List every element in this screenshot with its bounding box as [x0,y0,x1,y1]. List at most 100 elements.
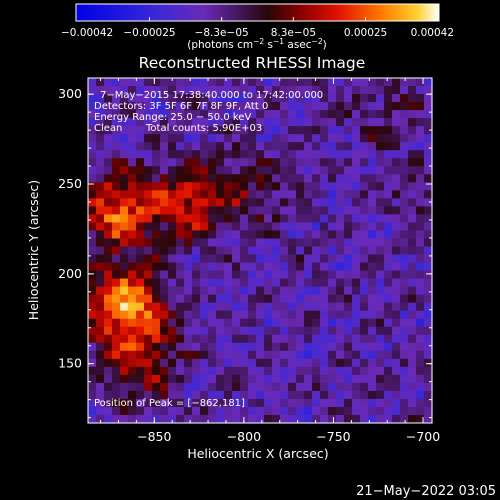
heatmap-cell [144,382,153,392]
heatmap-cell [224,358,233,368]
heatmap-cell [312,214,321,224]
heatmap-cell [272,246,281,256]
heatmap-cell [104,318,113,328]
heatmap-cell [416,310,425,320]
heatmap-cell [120,118,129,127]
heatmap-cell [128,278,137,288]
heatmap-cell [296,294,305,304]
heatmap-cell [176,278,185,288]
heatmap-cell [400,214,409,224]
heatmap-cell [88,214,97,224]
heatmap-cell [240,182,249,191]
heatmap-cell [192,94,201,103]
heatmap-cell [312,110,321,119]
heatmap-cell [152,326,161,336]
heatmap-cell [280,270,289,280]
heatmap-cell [384,166,393,175]
heatmap-cell [192,142,201,151]
heatmap-cell [240,86,249,95]
heatmap-cell [384,206,393,215]
heatmap-cell [312,102,321,111]
heatmap-cell [304,142,313,151]
heatmap-cell [248,374,257,384]
heatmap-cell [176,270,185,280]
heatmap-cell [320,246,329,256]
heatmap-cell [376,238,385,248]
heatmap-cell [104,182,113,191]
heatmap-cell [88,190,97,199]
heatmap-cell [360,158,369,167]
heatmap-cell [392,110,401,119]
heatmap-cell [136,390,145,400]
heatmap-cell [168,342,177,352]
heatmap-cell [384,350,393,360]
heatmap-cell [408,366,417,376]
heatmap-cell [408,262,417,272]
heatmap-cell [96,110,105,119]
heatmap-cell [144,414,153,424]
heatmap-cell [296,414,305,424]
heatmap-cell [152,286,161,296]
heatmap-cell [272,254,281,264]
heatmap-cell [384,230,393,240]
heatmap-cell [264,310,273,320]
heatmap-cell [176,342,185,352]
heatmap-cell [176,294,185,304]
heatmap-cell [168,102,177,111]
heatmap-cell [144,134,153,143]
heatmap-cell [248,246,257,256]
heatmap-cell [208,134,217,143]
heatmap-cell [384,214,393,224]
heatmap-cell [296,102,305,111]
heatmap-cell [168,110,177,119]
heatmap-cell [360,414,369,424]
heatmap-cell [112,222,121,232]
heatmap-cell [168,382,177,392]
heatmap-cell [416,94,425,103]
heatmap-cell [408,174,417,183]
heatmap-cell [160,110,169,119]
heatmap-cell [176,222,185,232]
heatmap-cell [416,78,425,87]
heatmap-cell [400,350,409,360]
heatmap-cell [256,334,265,344]
heatmap-cell [232,334,241,344]
heatmap-cell [352,214,361,224]
heatmap-cell [368,382,377,392]
heatmap-cell [160,158,169,167]
heatmap-cell [248,174,257,183]
heatmap-cell [312,414,321,424]
heatmap-cell [320,390,329,400]
heatmap-cell [392,78,401,87]
heatmap-cell [88,134,97,143]
heatmap-cell [272,398,281,408]
heatmap-cell [408,398,417,408]
heatmap-cell [216,198,225,207]
heatmap-cell [328,206,337,215]
heatmap-cell [424,78,433,87]
heatmap-cell [88,166,97,175]
heatmap-cell [320,150,329,159]
heatmap-cell [128,166,137,175]
heatmap-cell [96,366,105,376]
heatmap-cell [424,94,433,103]
heatmap-cell [256,318,265,328]
heatmap-cell [304,102,313,111]
heatmap-cell [208,326,217,336]
heatmap-cell [248,366,257,376]
heatmap-cell [240,254,249,264]
heatmap-cell [416,294,425,304]
heatmap-cell [384,262,393,272]
heatmap-cell [264,110,273,119]
heatmap-cell [232,342,241,352]
heatmap-cell [240,238,249,248]
heatmap-cell [104,334,113,344]
heatmap-cell [120,78,129,87]
heatmap-cell [232,262,241,272]
heatmap-cell [112,326,121,336]
heatmap-cell [104,198,113,207]
heatmap-cell [176,150,185,159]
heatmap-cell [136,326,145,336]
heatmap-cell [176,78,185,87]
heatmap-cell [344,318,353,328]
